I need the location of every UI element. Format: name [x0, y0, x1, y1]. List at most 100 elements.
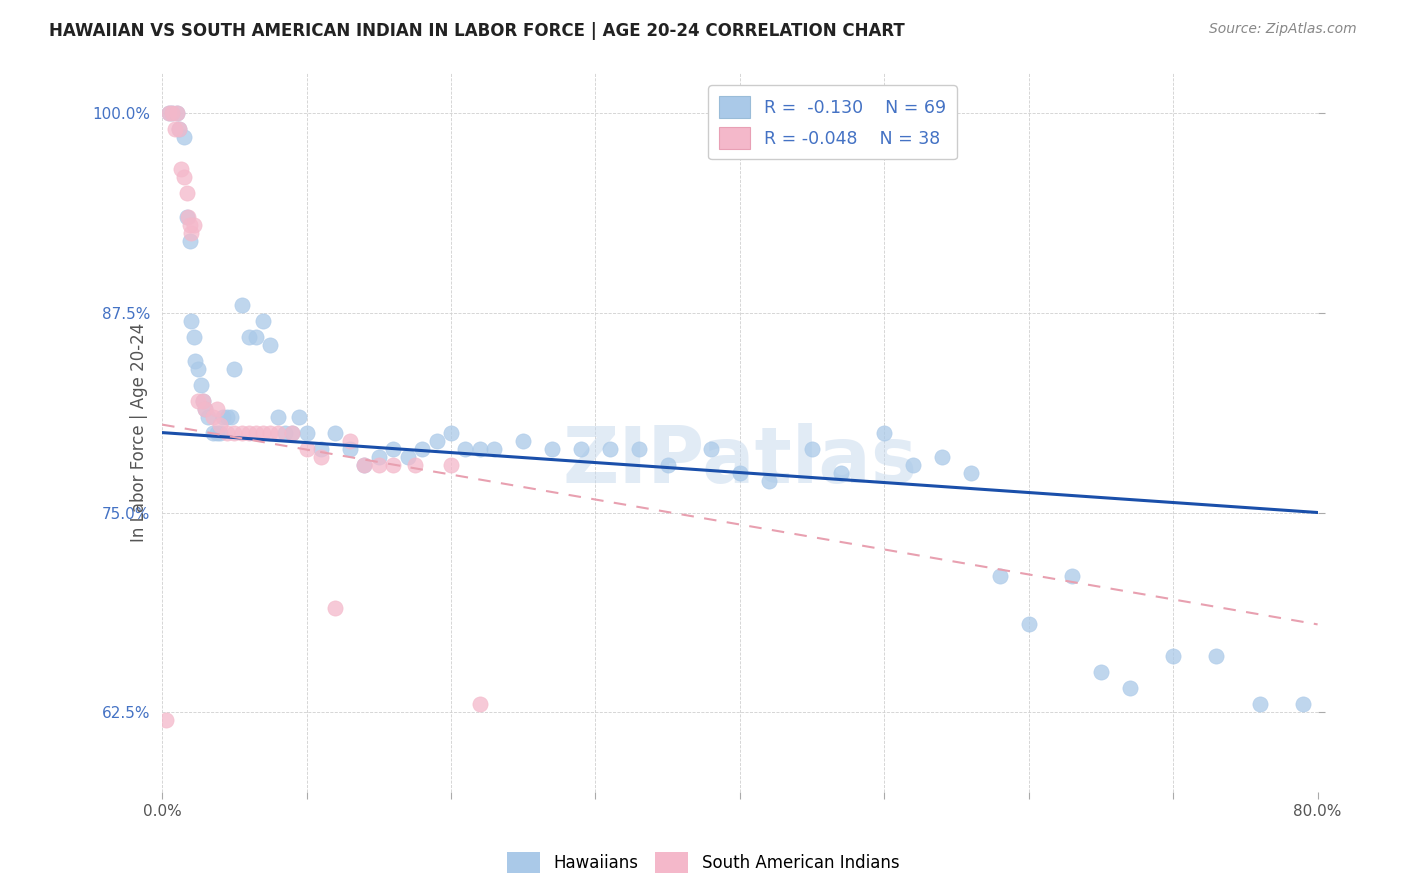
Point	[224, 361, 246, 376]
Point	[309, 450, 332, 464]
Point	[179, 234, 201, 248]
Point	[425, 434, 447, 448]
Point	[245, 425, 267, 440]
Point	[231, 298, 253, 312]
Point	[180, 226, 202, 240]
Point	[177, 210, 200, 224]
Point	[367, 458, 389, 472]
Point	[179, 218, 201, 232]
Point	[1205, 649, 1227, 664]
Point	[155, 714, 177, 728]
Point	[169, 122, 191, 136]
Point	[1060, 569, 1083, 583]
Legend: R =  -0.130    N = 69, R = -0.048    N = 38: R = -0.130 N = 69, R = -0.048 N = 38	[709, 86, 956, 160]
Point	[157, 106, 180, 120]
Point	[288, 409, 311, 424]
Point	[252, 425, 274, 440]
Point	[382, 458, 405, 472]
Point	[231, 425, 253, 440]
Point	[396, 450, 419, 464]
Point	[208, 417, 231, 432]
Point	[512, 434, 534, 448]
Point	[211, 409, 233, 424]
Text: ZIPatlas: ZIPatlas	[562, 424, 917, 500]
Point	[197, 409, 219, 424]
Point	[960, 466, 983, 480]
Point	[173, 129, 195, 144]
Point	[931, 450, 953, 464]
Point	[217, 425, 239, 440]
Point	[201, 409, 224, 424]
Point	[281, 425, 304, 440]
Point	[169, 122, 191, 136]
Point	[162, 106, 184, 120]
Point	[367, 450, 389, 464]
Point	[454, 442, 477, 456]
Point	[309, 442, 332, 456]
Point	[221, 409, 243, 424]
Point	[468, 698, 491, 712]
Point	[208, 425, 231, 440]
Point	[541, 442, 564, 456]
Point	[484, 442, 506, 456]
Point	[758, 474, 780, 488]
Point	[353, 458, 375, 472]
Point	[224, 425, 246, 440]
Point	[252, 314, 274, 328]
Point	[700, 442, 723, 456]
Text: HAWAIIAN VS SOUTH AMERICAN INDIAN IN LABOR FORCE | AGE 20-24 CORRELATION CHART: HAWAIIAN VS SOUTH AMERICAN INDIAN IN LAB…	[49, 22, 905, 40]
Point	[295, 442, 318, 456]
Point	[266, 409, 288, 424]
Point	[901, 458, 924, 472]
Point	[440, 458, 463, 472]
Point	[183, 218, 205, 232]
Point	[353, 458, 375, 472]
Point	[217, 409, 239, 424]
Point	[238, 425, 260, 440]
Text: Source: ZipAtlas.com: Source: ZipAtlas.com	[1209, 22, 1357, 37]
Point	[176, 210, 198, 224]
Point	[1119, 681, 1142, 696]
Point	[238, 329, 260, 343]
Point	[728, 466, 751, 480]
Point	[988, 569, 1011, 583]
Point	[801, 442, 824, 456]
Point	[191, 393, 214, 408]
Point	[187, 361, 209, 376]
Point	[180, 314, 202, 328]
Point	[339, 434, 361, 448]
Point	[1161, 649, 1184, 664]
Point	[657, 458, 679, 472]
Point	[184, 353, 207, 368]
Point	[468, 442, 491, 456]
Point	[157, 106, 180, 120]
Point	[339, 442, 361, 456]
Point	[404, 458, 426, 472]
Point	[1090, 665, 1112, 680]
Point	[170, 161, 193, 176]
Point	[274, 425, 297, 440]
Point	[259, 425, 281, 440]
Point	[166, 106, 188, 120]
Point	[183, 329, 205, 343]
Point	[1292, 698, 1315, 712]
Point	[162, 106, 184, 120]
Point	[245, 329, 267, 343]
Point	[165, 122, 187, 136]
Point	[411, 442, 433, 456]
Y-axis label: In Labor Force | Age 20-24: In Labor Force | Age 20-24	[131, 323, 148, 542]
Point	[627, 442, 650, 456]
Point	[176, 186, 198, 200]
Point	[599, 442, 621, 456]
Point	[205, 401, 228, 416]
Point	[201, 425, 224, 440]
Point	[281, 425, 304, 440]
Point	[830, 466, 852, 480]
Point	[166, 106, 188, 120]
Point	[325, 601, 347, 615]
Legend: Hawaiians, South American Indians: Hawaiians, South American Indians	[501, 846, 905, 880]
Point	[1249, 698, 1271, 712]
Point	[194, 401, 217, 416]
Point	[259, 337, 281, 351]
Point	[873, 425, 896, 440]
